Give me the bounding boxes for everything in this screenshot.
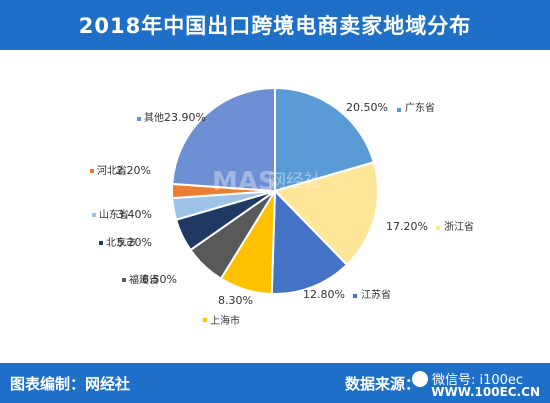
chart-title: 2018年中国出口跨境电商卖家地域分布 bbox=[78, 14, 472, 38]
footer-bar: 图表编制：网经社 数据来源： 微信号: i100ec WWW.100EC.CN bbox=[0, 363, 550, 403]
slice-name-label: 其他 bbox=[144, 111, 164, 124]
legend-marker bbox=[203, 318, 207, 322]
slice-value-label: 17.20% bbox=[386, 220, 428, 233]
legend-marker bbox=[436, 226, 440, 230]
pie-slice bbox=[171, 86, 276, 193]
pie-slice bbox=[270, 188, 349, 295]
pie-slice bbox=[273, 161, 379, 267]
slice-value-label: 6.50% bbox=[142, 273, 177, 286]
legend-marker bbox=[122, 278, 126, 282]
slice-value-label: 3.40% bbox=[117, 208, 152, 221]
slice-value-label: 2.20% bbox=[116, 164, 151, 177]
slice-value-label: 8.30% bbox=[218, 294, 253, 307]
legend-marker bbox=[92, 213, 96, 217]
footer-site: WWW.100EC.CN bbox=[431, 385, 540, 399]
pie-slice bbox=[274, 86, 376, 193]
title-bar: 2018年中国出口跨境电商卖家地域分布 bbox=[0, 0, 550, 50]
legend-marker bbox=[353, 294, 357, 298]
slice-name-label: 山东省 bbox=[99, 208, 129, 221]
legend-marker bbox=[137, 117, 141, 121]
slice-name-label: 北京市 bbox=[106, 236, 136, 249]
legend-marker bbox=[99, 241, 103, 245]
slice-value-label: 12.80% bbox=[303, 288, 345, 301]
legend-marker bbox=[397, 108, 401, 112]
wechat-id: 微信号: i100ec bbox=[432, 373, 524, 388]
slice-value-label: 23.90% bbox=[164, 111, 206, 124]
slice-name-label: 河北省 bbox=[97, 164, 127, 177]
slice-name-label: 浙江省 bbox=[444, 220, 474, 233]
slice-name-label: 福建省 bbox=[129, 273, 159, 286]
slice-value-label: 20.50% bbox=[346, 101, 388, 114]
slice-name-label: 江苏省 bbox=[361, 288, 391, 301]
footer-editor: 图表编制：网经社 bbox=[10, 375, 131, 393]
watermark-logo: MAS bbox=[212, 167, 277, 197]
chart-area: MAS 网经社 20.50% 广东省 17.20% 浙江省 12.80% 江苏省 8.30% 上… bbox=[0, 50, 550, 363]
slice-value-label: 5.20% bbox=[117, 236, 152, 249]
slice-name-label: 广东省 bbox=[405, 101, 435, 114]
legend-marker bbox=[90, 169, 94, 173]
slice-name-label: 上海市 bbox=[210, 314, 240, 327]
footer-source: 数据来源： bbox=[345, 375, 421, 393]
wechat-icon bbox=[412, 370, 428, 387]
wechat-watermark: 微信号: i100ec bbox=[412, 369, 523, 388]
watermark-name: 网经社 bbox=[268, 171, 322, 192]
